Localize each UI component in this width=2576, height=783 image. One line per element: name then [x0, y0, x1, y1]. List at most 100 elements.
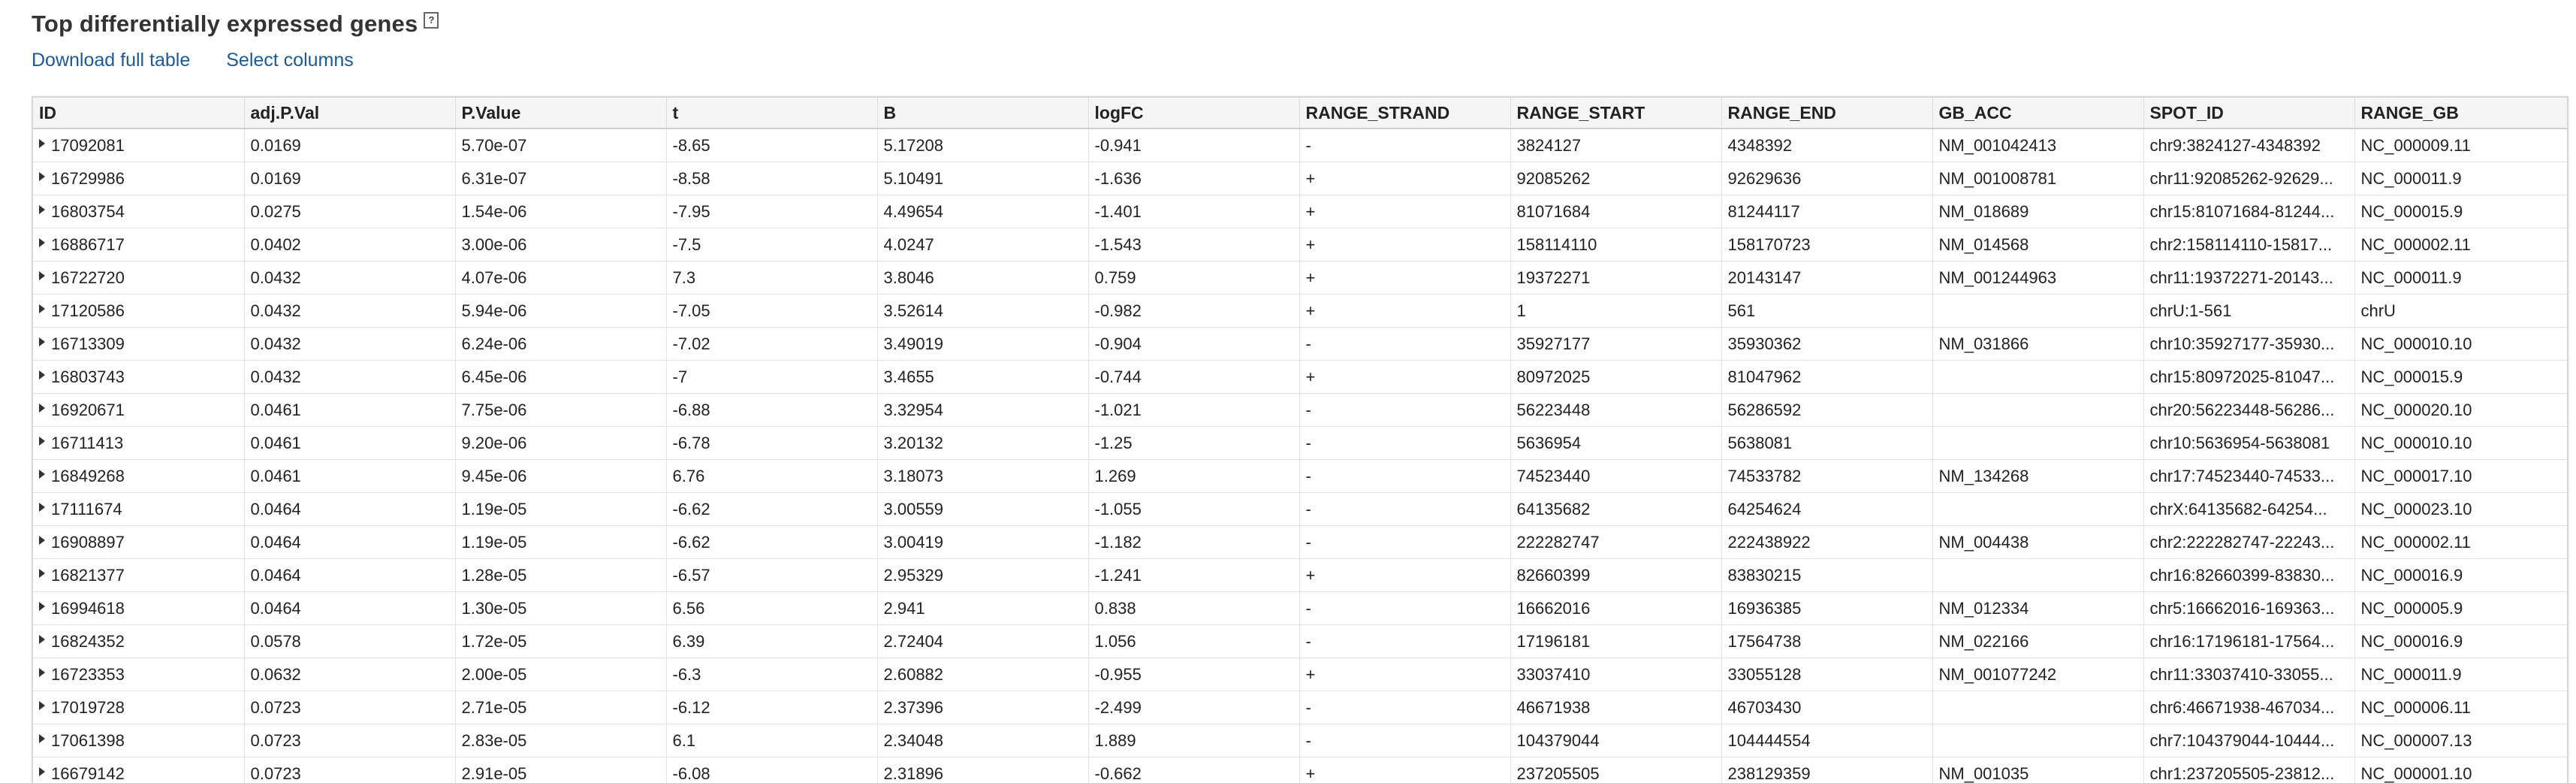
cell-adj-p-val: 0.0275: [244, 195, 456, 228]
cell-range-gb: NC_000011.9: [2354, 162, 2567, 195]
table-row[interactable]: 16803754 0.0275 1.54e-06 -7.95 4.49654 -1.401…: [33, 195, 2567, 228]
cell-p-value: 1.54e-06: [455, 195, 667, 228]
cell-range-start: 158114110: [1510, 228, 1722, 262]
cell-adj-p-val: 0.0461: [244, 459, 456, 493]
help-icon[interactable]: ?: [424, 12, 439, 29]
row-id-text: 17092081: [51, 135, 125, 155]
expand-row-icon[interactable]: [39, 733, 45, 743]
column-header-t[interactable]: t: [666, 98, 878, 129]
column-header-logfc[interactable]: logFC: [1088, 98, 1300, 129]
table-row[interactable]: 16679142 0.0723 2.91e-05 -6.08 2.31896 -0.662…: [33, 757, 2567, 783]
cell-id: 16729986: [33, 162, 245, 195]
cell-p-value: 9.45e-06: [455, 459, 667, 493]
column-header-range-end[interactable]: RANGE_END: [1721, 98, 1933, 129]
expand-row-icon[interactable]: [39, 370, 45, 379]
cell-range-start: 82660399: [1510, 558, 1722, 592]
column-header-spot-id[interactable]: SPOT_ID: [2143, 98, 2355, 129]
expand-row-icon[interactable]: [39, 469, 45, 479]
cell-adj-p-val: 0.0432: [244, 294, 456, 328]
table-row[interactable]: 16803743 0.0432 6.45e-06 -7 3.4655 -0.744 +809…: [33, 360, 2567, 394]
table-row[interactable]: 16723353 0.0632 2.00e-05 -6.3 2.60882 -0.955 +…: [33, 658, 2567, 691]
table-row[interactable]: 16908897 0.0464 1.19e-05 -6.62 3.00419 -1.182…: [33, 525, 2567, 559]
expand-row-icon[interactable]: [39, 204, 45, 214]
cell-range-gb: NC_000001.10: [2354, 757, 2567, 783]
cell-gb-acc: NM_134268: [1932, 459, 2144, 493]
cell-b: 2.34048: [877, 724, 1089, 757]
column-header-range-gb[interactable]: RANGE_GB: [2354, 98, 2567, 129]
cell-adj-p-val: 0.0432: [244, 261, 456, 295]
table-row[interactable]: 17019728 0.0723 2.71e-05 -6.12 2.37396 -2.499…: [33, 691, 2567, 724]
cell-t: -7.95: [666, 195, 878, 228]
cell-range-strand: +: [1299, 228, 1511, 262]
table-row[interactable]: 16824352 0.0578 1.72e-05 6.39 2.72404 1.056-1…: [33, 624, 2567, 658]
cell-b: 3.8046: [877, 261, 1089, 295]
expand-row-icon[interactable]: [39, 535, 45, 545]
expand-row-icon[interactable]: [39, 337, 45, 346]
cell-gb-acc: NM_012334: [1932, 591, 2144, 625]
expand-row-icon[interactable]: [39, 766, 45, 776]
expand-row-icon[interactable]: [39, 667, 45, 677]
cell-spot-id: chr1:237205505-23812...: [2143, 757, 2355, 783]
expand-row-icon[interactable]: [39, 502, 45, 512]
cell-t: 7.3: [666, 261, 878, 295]
expand-row-icon[interactable]: [39, 436, 45, 446]
cell-logfc: 1.889: [1088, 724, 1300, 757]
column-header-id[interactable]: ID: [33, 98, 245, 129]
table-row[interactable]: 16994618 0.0464 1.30e-05 6.56 2.941 0.838-166…: [33, 591, 2567, 625]
cell-t: 6.39: [666, 624, 878, 658]
cell-range-gb: NC_000023.10: [2354, 492, 2567, 526]
cell-range-gb: NC_000006.11: [2354, 691, 2567, 724]
cell-id: 16886717: [33, 228, 245, 262]
expand-row-icon[interactable]: [39, 403, 45, 413]
table-row[interactable]: 16849268 0.0461 9.45e-06 6.76 3.18073 1.269-7…: [33, 459, 2567, 493]
expand-row-icon[interactable]: [39, 237, 45, 247]
column-header-gb-acc[interactable]: GB_ACC: [1932, 98, 2144, 129]
cell-id: 17061398: [33, 724, 245, 757]
table-row[interactable]: 16722720 0.0432 4.07e-06 7.3 3.8046 0.759 +193…: [33, 261, 2567, 295]
cell-spot-id: chr17:74523440-74533...: [2143, 459, 2355, 493]
cell-b: 3.20132: [877, 426, 1089, 460]
table-row[interactable]: 17111674 0.0464 1.19e-05 -6.62 3.00559 -1.055…: [33, 492, 2567, 526]
table-row[interactable]: 16821377 0.0464 1.28e-05 -6.57 2.95329 -1.241…: [33, 558, 2567, 592]
table-row[interactable]: 16729986 0.0169 6.31e-07 -8.58 5.10491 -1.636…: [33, 162, 2567, 195]
cell-spot-id: chr11:19372271-20143...: [2143, 261, 2355, 295]
cell-range-end: 81244117: [1721, 195, 1933, 228]
cell-range-end: 17564738: [1721, 624, 1933, 658]
expand-row-icon[interactable]: [39, 568, 45, 578]
expand-row-icon[interactable]: [39, 601, 45, 611]
cell-b: 2.60882: [877, 658, 1089, 691]
table-row[interactable]: 16713309 0.0432 6.24e-06 -7.02 3.49019 -0.904…: [33, 327, 2567, 361]
expand-row-icon[interactable]: [39, 271, 45, 280]
column-header-range-start[interactable]: RANGE_START: [1510, 98, 1722, 129]
cell-range-end: 33055128: [1721, 658, 1933, 691]
results-table-container[interactable]: ID adj.P.Val P.Value t B logFC RANGE_STR…: [32, 96, 2568, 783]
cell-t: -6.62: [666, 492, 878, 526]
expand-row-icon[interactable]: [39, 304, 45, 313]
table-row[interactable]: 16920671 0.0461 7.75e-06 -6.88 3.32954 -1.021…: [33, 393, 2567, 427]
column-header-range-strand[interactable]: RANGE_STRAND: [1299, 98, 1511, 129]
cell-spot-id: chr16:82660399-83830...: [2143, 558, 2355, 592]
table-row[interactable]: 17092081 0.0169 5.70e-07 -8.65 5.17208 -0.941…: [33, 128, 2567, 162]
expand-row-icon[interactable]: [39, 171, 45, 181]
cell-adj-p-val: 0.0169: [244, 162, 456, 195]
table-row[interactable]: 17061398 0.0723 2.83e-05 6.1 2.34048 1.889-10…: [33, 724, 2567, 757]
expand-row-icon[interactable]: [39, 634, 45, 644]
cell-t: 6.1: [666, 724, 878, 757]
cell-range-start: 35927177: [1510, 327, 1722, 361]
expand-row-icon[interactable]: [39, 138, 45, 148]
download-full-table-link[interactable]: Download full table: [32, 50, 191, 71]
table-row[interactable]: 16711413 0.0461 9.20e-06 -6.78 3.20132 -1.25-…: [33, 426, 2567, 460]
expand-row-icon[interactable]: [39, 700, 45, 710]
table-row[interactable]: 17120586 0.0432 5.94e-06 -7.05 3.52614 -0.982…: [33, 294, 2567, 328]
column-header-p-value[interactable]: P.Value: [455, 98, 667, 129]
table-row[interactable]: 16886717 0.0402 3.00e-06 -7.5 4.0247 -1.543 +1…: [33, 228, 2567, 262]
column-header-adj-p-val[interactable]: adj.P.Val: [244, 98, 456, 129]
cell-range-start: 33037410: [1510, 658, 1722, 691]
cell-range-start: 80972025: [1510, 360, 1722, 394]
row-id-text: 16723353: [51, 664, 125, 684]
column-header-b[interactable]: B: [877, 98, 1089, 129]
select-columns-link[interactable]: Select columns: [226, 50, 354, 71]
cell-p-value: 7.75e-06: [455, 393, 667, 427]
cell-b: 5.17208: [877, 128, 1089, 162]
